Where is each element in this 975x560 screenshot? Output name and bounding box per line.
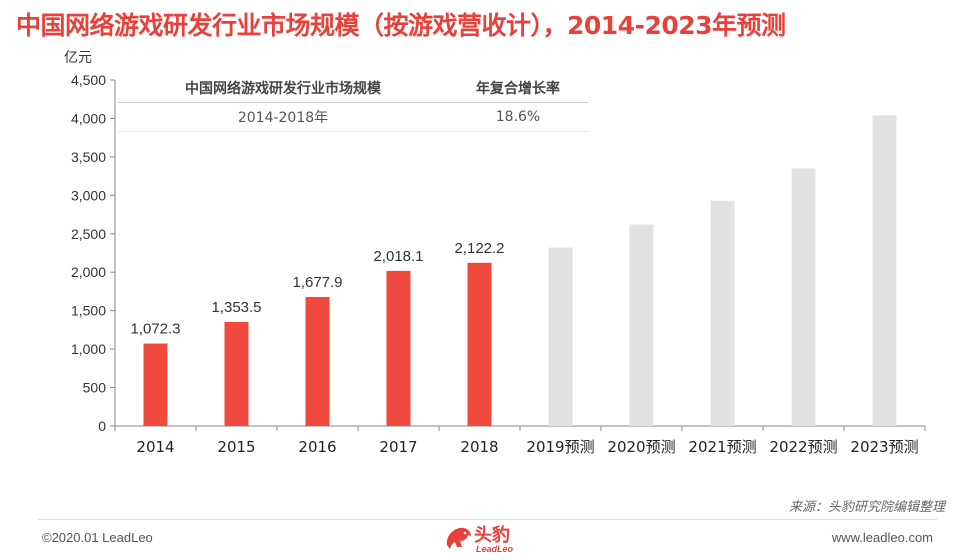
footer-website: www.leadleo.com (831, 530, 933, 545)
x-tick-label: 2020预测 (607, 438, 675, 456)
bar-actual (467, 262, 492, 426)
bar-forecast (791, 168, 816, 426)
x-tick-label: 2021预测 (688, 438, 756, 456)
footer-copyright: ©2020.01 LeadLeo (42, 530, 153, 545)
x-tick-label: 2014 (136, 438, 174, 456)
bar-forecast (548, 247, 573, 426)
leadleo-logo: 头豹 LeadLeo (440, 520, 540, 558)
bar-actual (305, 296, 330, 426)
cagr-table-value: 18.6% (495, 109, 541, 125)
chart-data-labels: 1,072.3 1,353.5 1,677.9 2,018.1 2,122.2 (130, 240, 504, 338)
x-tick-label: 2017 (379, 438, 417, 456)
bar-data-label: 1,353.5 (211, 299, 261, 316)
bar-actual (386, 270, 411, 426)
x-tick-label: 2019预测 (526, 438, 594, 456)
source-note: 来源：头豹研究院编辑整理 (788, 500, 945, 515)
bar-data-label: 1,072.3 (130, 321, 180, 338)
bar-data-label: 1,677.9 (292, 274, 342, 291)
cagr-table-header: 中国网络游戏研发行业市场规模 年复合增长率 (118, 74, 588, 103)
y-tick-label: 3,000 (71, 187, 106, 203)
bar-data-label: 2,018.1 (373, 248, 423, 265)
logo-text-en: LeadLeo (476, 544, 514, 554)
x-tick-label: 2015 (217, 438, 255, 456)
y-axis-unit: 亿元 (64, 50, 92, 66)
chart-bars (143, 115, 897, 426)
y-tick-label: 4,500 (71, 72, 106, 88)
x-tick-label: 2016 (298, 438, 336, 456)
y-tick-label: 3,500 (71, 149, 106, 165)
x-tick-label: 2018 (460, 438, 498, 456)
x-tick-label: 2023预测 (850, 438, 918, 456)
bar-actual (143, 343, 168, 426)
y-tick-label: 500 (83, 380, 107, 396)
chart-axes: 0 500 1,000 1,500 2,000 2,500 3,000 3,500 4,000 4… (71, 72, 926, 456)
bar-data-label: 2,122.2 (454, 240, 504, 257)
bar-forecast (629, 224, 654, 426)
y-tick-label: 1,000 (71, 341, 106, 357)
y-tick-label: 4,000 (71, 110, 106, 126)
page-title: 中国网络游戏研发行业市场规模（按游戏营收计），2014-2023年预测 (16, 11, 786, 40)
cagr-table-header-market: 中国网络游戏研发行业市场规模 (185, 81, 381, 97)
y-tick-label: 2,500 (71, 226, 106, 242)
logo-text-cn: 头豹 (474, 525, 510, 546)
cagr-table-header-cagr: 年复合增长率 (476, 81, 560, 97)
x-tick-label: 2022预测 (769, 438, 837, 456)
bar-actual (224, 321, 249, 426)
bar-forecast (872, 115, 897, 426)
cagr-table-row: 2014-2018年 18.6% (118, 103, 588, 132)
cagr-table-period: 2014-2018年 (237, 110, 329, 126)
y-tick-label: 0 (98, 418, 106, 434)
footer-divider (38, 519, 937, 520)
bar-forecast (710, 200, 735, 426)
cagr-table: 中国网络游戏研发行业市场规模 年复合增长率 2014-2018年 18.6% (118, 74, 588, 132)
y-tick-label: 2,000 (71, 264, 106, 280)
y-tick-label: 1,500 (71, 303, 106, 319)
leopard-icon (446, 527, 471, 549)
